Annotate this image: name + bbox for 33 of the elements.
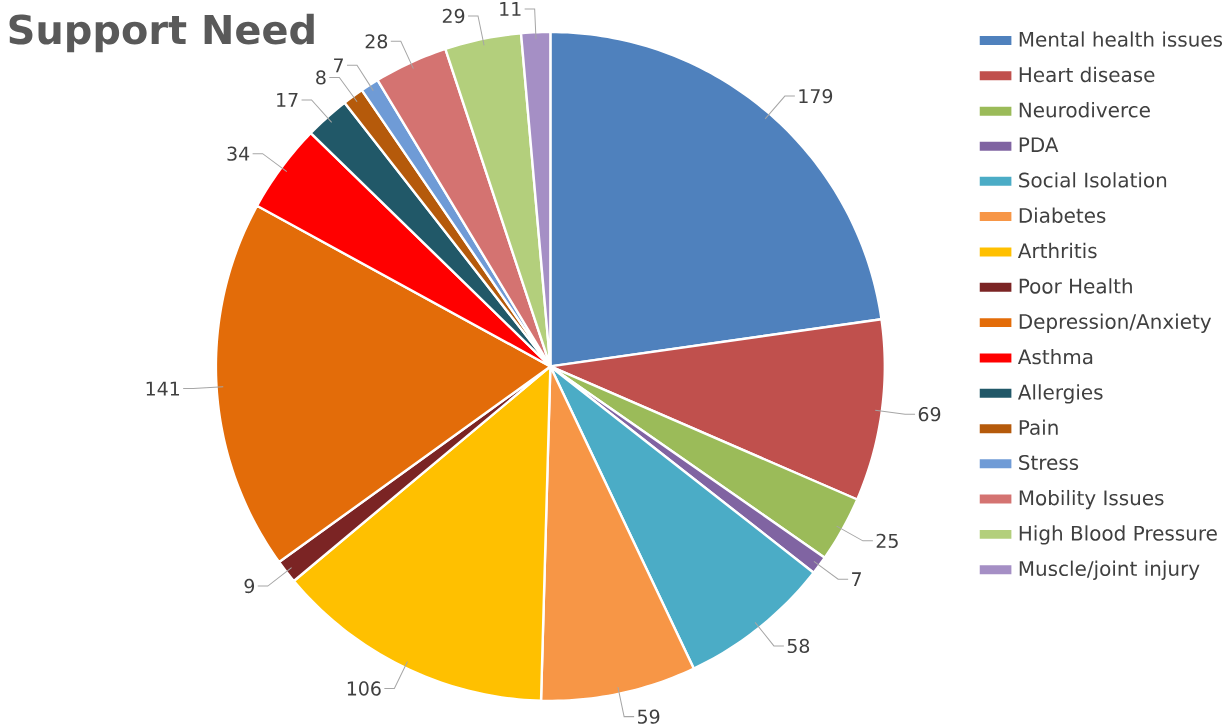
data-label: 59 <box>638 709 660 724</box>
legend-label: Neurodiverce <box>1019 102 1150 118</box>
legend-label: Arthritis <box>1017 242 1097 259</box>
data-label: 11 <box>500 2 521 16</box>
data-label: 7 <box>334 58 343 73</box>
data-label: 141 <box>146 381 180 396</box>
legend-label: Asthma <box>1017 348 1093 365</box>
data-label: 106 <box>347 681 381 696</box>
data-label: 28 <box>365 34 388 49</box>
legend-label: Mental health issues <box>1019 31 1223 47</box>
legend-label: Mobility Issues <box>1019 490 1164 510</box>
data-label: 179 <box>799 89 833 104</box>
legend-label: Depression/Anxiety <box>1019 313 1212 333</box>
chart-title: Support Need <box>9 13 314 53</box>
legend-label: Pain <box>1019 419 1058 436</box>
data-label: 69 <box>918 407 941 422</box>
legend-label: Poor Health <box>1019 278 1132 294</box>
data-label: 7 <box>852 572 861 587</box>
legend-label: Muscle/joint injury <box>1019 560 1200 581</box>
data-label: 58 <box>787 638 810 654</box>
legend-label: Social Isolation <box>1019 172 1167 188</box>
data-label: 29 <box>442 8 465 24</box>
legend-label: Allergies <box>1017 384 1103 404</box>
legend-label: Diabetes <box>1019 207 1106 224</box>
legend-label: Stress <box>1019 455 1079 471</box>
data-label: 9 <box>244 578 255 594</box>
data-label: 25 <box>876 533 898 549</box>
legend-label: PDA <box>1019 137 1059 153</box>
data-label: 8 <box>316 70 326 85</box>
data-label: 17 <box>277 93 298 107</box>
legend-label: High Blood Pressure <box>1019 525 1217 545</box>
legend-label: Heart disease <box>1019 66 1155 83</box>
data-label: 34 <box>227 146 250 161</box>
